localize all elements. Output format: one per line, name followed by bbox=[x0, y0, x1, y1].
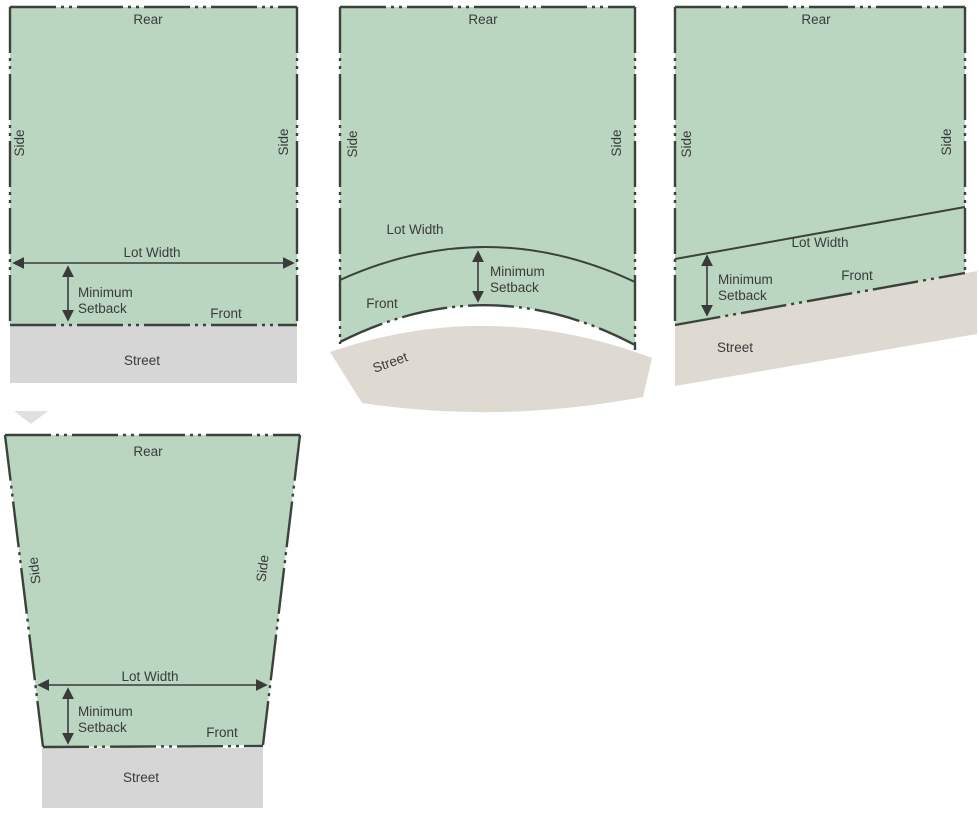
front-label: Front bbox=[206, 725, 238, 740]
front-boundary-line bbox=[339, 304, 636, 347]
lot-area bbox=[340, 7, 635, 345]
panel-rectangular-lot: Rear Side Side Lot Width Minimum Setback… bbox=[8, 5, 299, 383]
front-label: Front bbox=[841, 268, 873, 283]
minimum-setback-label-line1: Minimum bbox=[78, 285, 133, 300]
street-label: Street bbox=[124, 353, 160, 368]
lot-width-label: Lot Width bbox=[386, 222, 443, 237]
lot-width-label: Lot Width bbox=[121, 669, 178, 684]
front-label: Front bbox=[366, 296, 398, 311]
minimum-setback-label-line2: Setback bbox=[78, 301, 127, 316]
street-area bbox=[42, 748, 263, 808]
side-label-left: Side bbox=[25, 556, 43, 585]
side-label-right: Side bbox=[939, 128, 954, 155]
street-label: Street bbox=[123, 770, 159, 785]
panel-curved-street-lot: Rear Side Side Lot Width Minimum Setback… bbox=[330, 5, 652, 413]
panel-trapezoidal-lot: Rear Side Side Lot Width Minimum Setback… bbox=[3, 411, 302, 808]
side-label-right: Side bbox=[609, 129, 624, 156]
rear-label: Rear bbox=[133, 444, 163, 459]
minimum-setback-label-line1: Minimum bbox=[490, 264, 545, 279]
minimum-setback-label-line2: Setback bbox=[718, 288, 767, 303]
right-side-boundary-line bbox=[261, 434, 302, 746]
side-label-right: Side bbox=[253, 554, 271, 583]
street-area bbox=[330, 325, 652, 413]
front-boundary-line bbox=[42, 744, 264, 749]
side-label-right: Side bbox=[276, 128, 291, 155]
lot-width-label: Lot Width bbox=[123, 245, 180, 260]
side-label-left: Side bbox=[345, 130, 360, 157]
minimum-setback-label-line2: Setback bbox=[78, 720, 127, 735]
lot-width-label: Lot Width bbox=[791, 235, 848, 250]
minimum-setback-label-line1: Minimum bbox=[78, 704, 133, 719]
rear-label: Rear bbox=[468, 12, 498, 27]
lot-width-line bbox=[339, 246, 636, 283]
minimum-setback-label-line1: Minimum bbox=[718, 272, 773, 287]
rear-label: Rear bbox=[801, 12, 831, 27]
side-label-left: Side bbox=[679, 130, 694, 157]
street-area bbox=[10, 325, 297, 383]
front-boundary-line bbox=[674, 271, 966, 327]
chevron-artifact bbox=[14, 411, 48, 424]
rear-label: Rear bbox=[133, 12, 163, 27]
lot-area bbox=[5, 435, 300, 747]
front-label: Front bbox=[210, 306, 242, 321]
side-label-left: Side bbox=[12, 129, 27, 156]
left-side-boundary-line bbox=[3, 434, 45, 748]
lot-width-line bbox=[674, 206, 966, 260]
street-area bbox=[675, 271, 977, 386]
lot-area bbox=[10, 7, 297, 325]
minimum-setback-label-line2: Setback bbox=[490, 280, 539, 295]
street-label: Street bbox=[717, 340, 753, 355]
panel-angled-street-lot: Rear Side Side Lot Width Minimum Setback… bbox=[673, 5, 977, 386]
